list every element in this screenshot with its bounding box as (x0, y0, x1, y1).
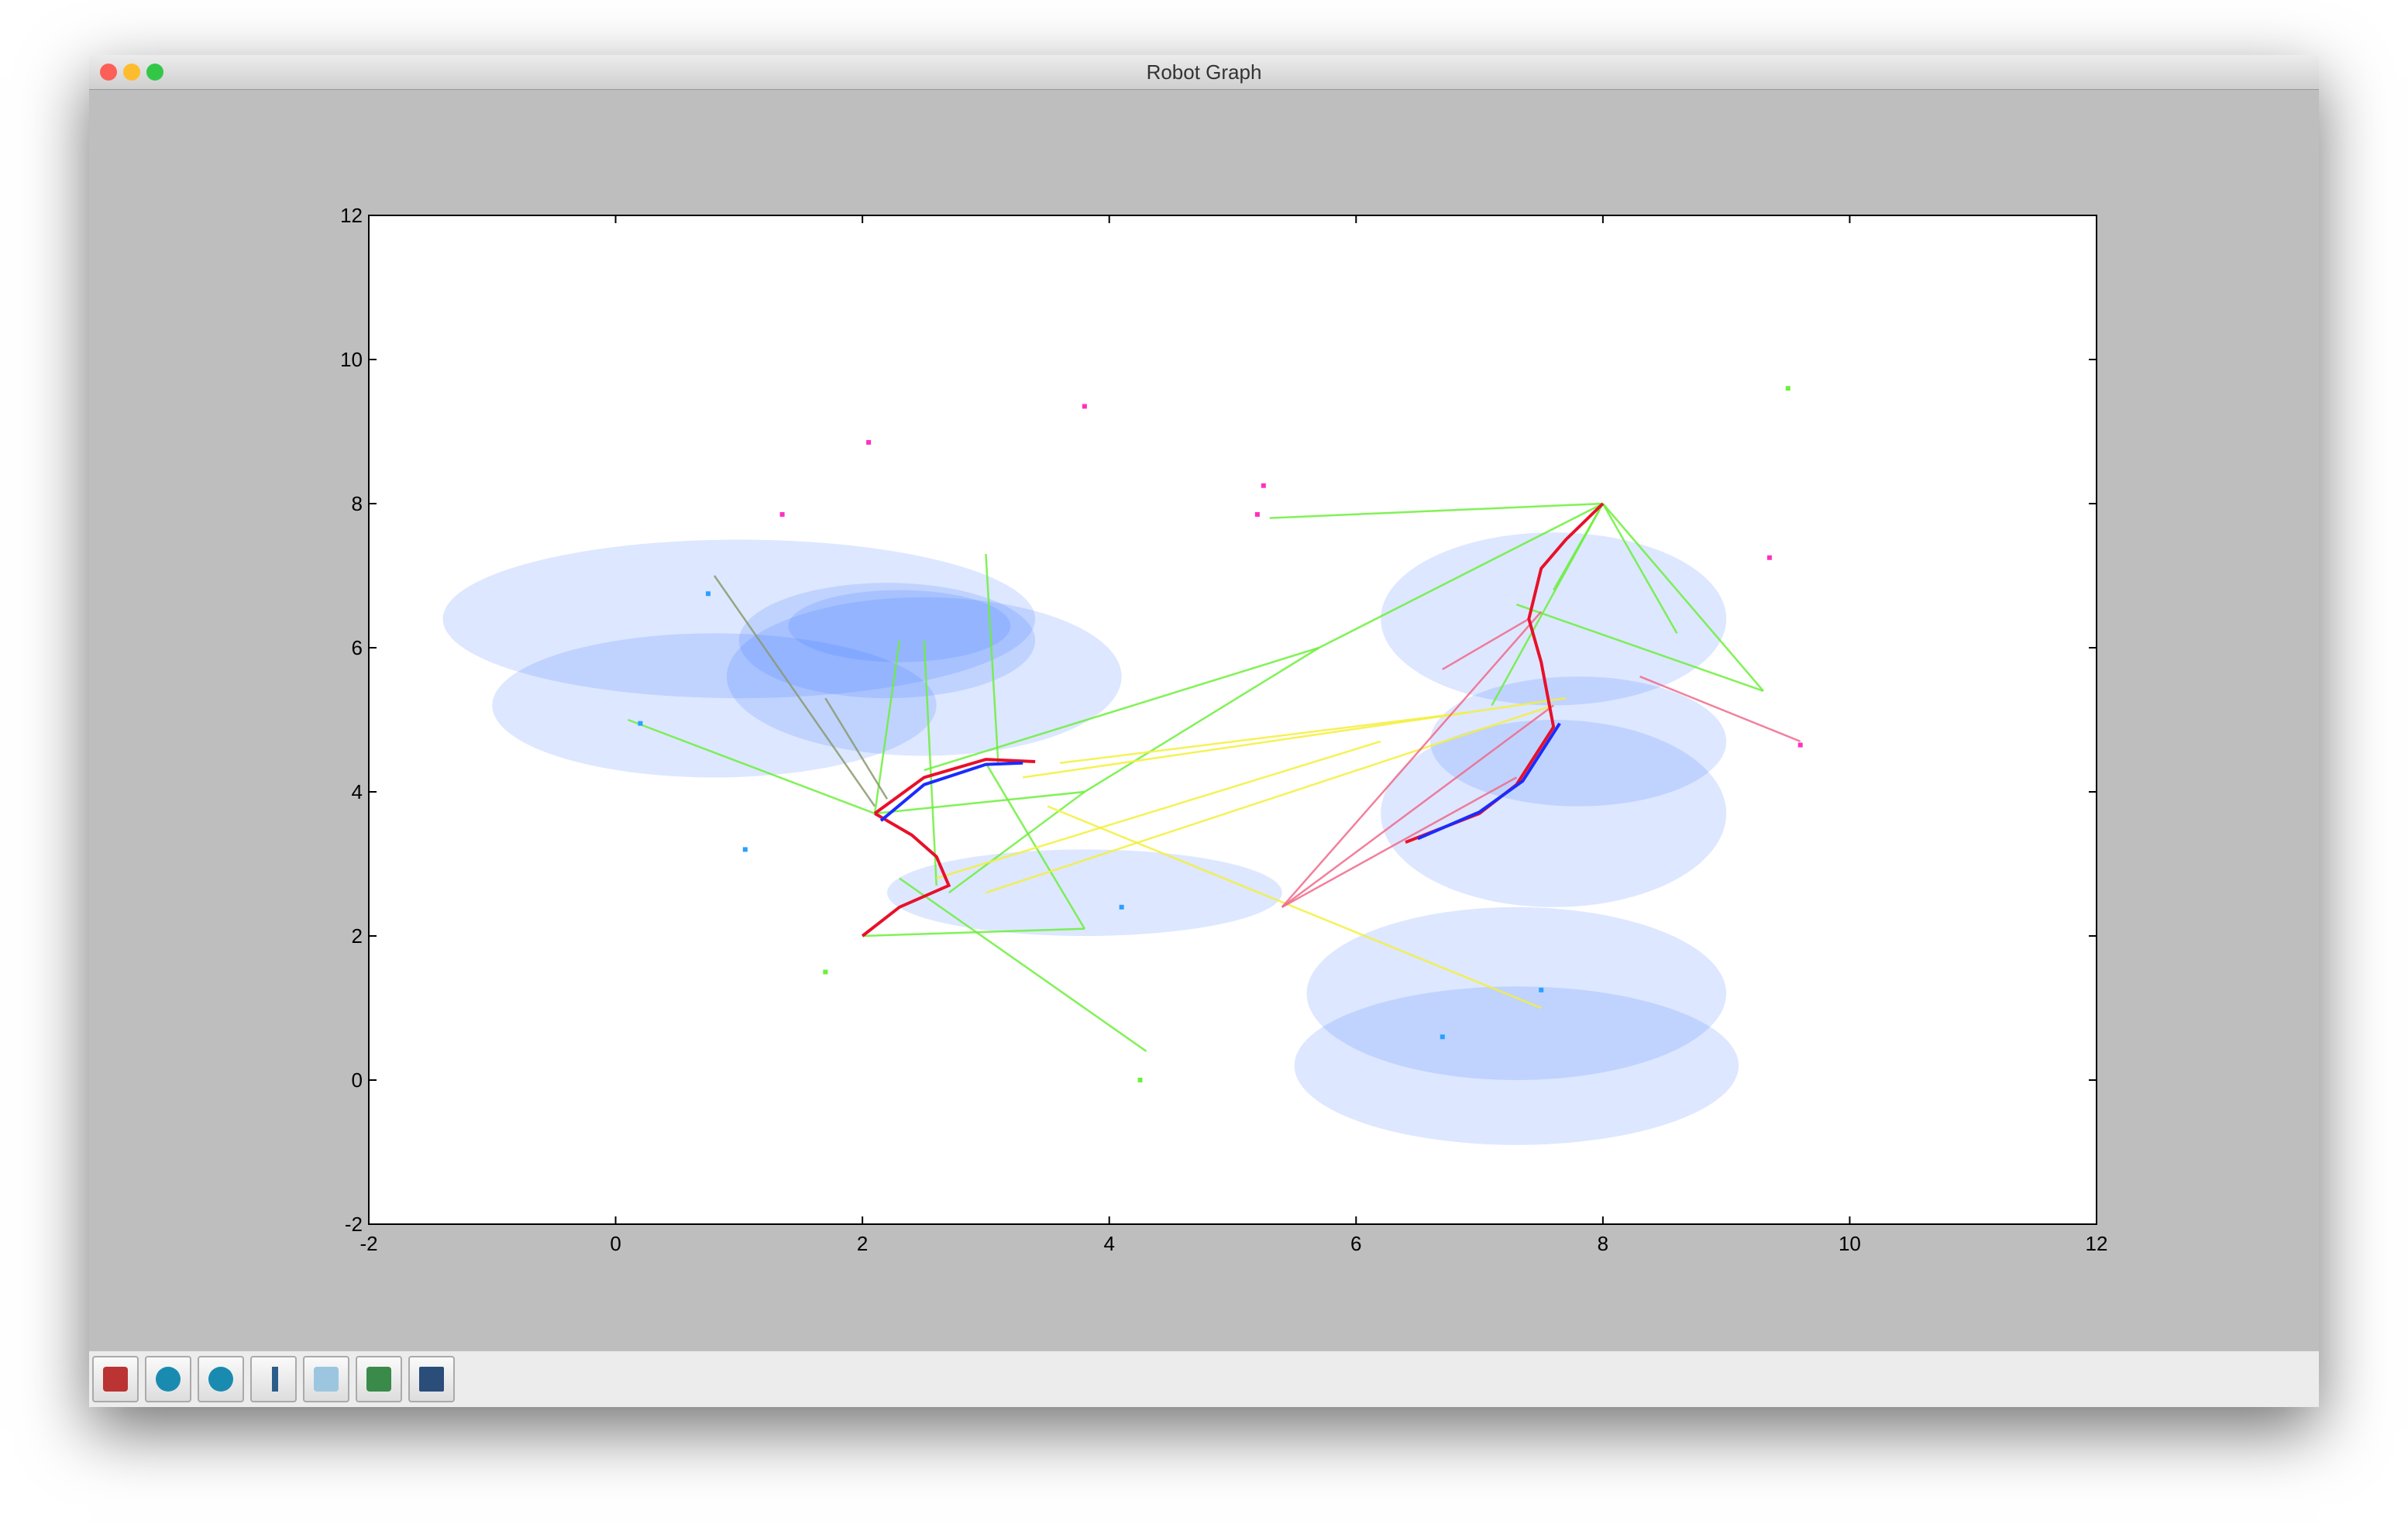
edge (1318, 502, 1604, 649)
landmark (866, 439, 872, 445)
edge (986, 704, 1554, 894)
covariance-ellipse (788, 590, 1011, 662)
x-tick-label: 0 (610, 1232, 621, 1255)
covariance-ellipse (1306, 907, 1727, 1080)
covariance-ellipse (1381, 720, 1727, 907)
back-button[interactable] (145, 1356, 191, 1402)
y-tick-label: 0 (352, 1068, 363, 1092)
forward-button[interactable] (198, 1356, 244, 1402)
edge (985, 554, 999, 763)
covariance-ellipse (726, 597, 1122, 756)
landmark (1137, 1078, 1143, 1082)
landmark (779, 511, 785, 517)
edge (713, 575, 876, 807)
landmark (1261, 483, 1266, 488)
landmark (1539, 987, 1544, 993)
covariance-ellipse (442, 539, 1036, 699)
trajectory (1417, 722, 1561, 841)
edge (899, 877, 1147, 1052)
y-tick-label: 6 (352, 636, 363, 659)
edge (948, 790, 1085, 894)
x-tick-label: 10 (1839, 1232, 1861, 1255)
save-button[interactable] (408, 1356, 455, 1402)
landmark (1440, 1034, 1445, 1040)
y-tick-label: 2 (352, 924, 363, 948)
y-tick-label: 10 (340, 348, 363, 371)
edge (874, 790, 1085, 815)
landmark (638, 721, 643, 726)
covariance-ellipse (492, 633, 937, 778)
x-tick-label: 8 (1598, 1232, 1608, 1255)
x-tick-label: -2 (359, 1232, 377, 1255)
landmark (742, 847, 748, 852)
covariance-ellipse (1294, 986, 1739, 1145)
landmark (823, 969, 828, 975)
pan-button[interactable] (250, 1356, 297, 1402)
covariance-ellipse (887, 849, 1282, 936)
edge (1269, 502, 1603, 519)
y-tick-label: 8 (352, 492, 363, 515)
landmark (1766, 555, 1772, 560)
landmark (1797, 742, 1803, 748)
home-button[interactable] (92, 1356, 139, 1402)
edge (862, 927, 1085, 938)
landmark (1785, 386, 1791, 391)
edge (1601, 503, 1764, 692)
covariance-ellipse (1381, 532, 1727, 706)
axes-background (369, 215, 2097, 1224)
subplots-button[interactable] (356, 1356, 402, 1402)
trajectory (861, 812, 951, 938)
x-tick-label: 4 (1103, 1232, 1114, 1255)
edge (824, 697, 889, 800)
edge (1601, 503, 1678, 635)
edge (1639, 676, 1801, 743)
edge (1281, 704, 1554, 908)
landmark (1254, 511, 1260, 517)
minimize-button[interactable] (123, 64, 140, 81)
close-button[interactable] (100, 64, 117, 81)
edge (1442, 618, 1529, 670)
toolbar (89, 1351, 2319, 1407)
trajectory (873, 758, 1036, 815)
covariance-ellipse (1429, 676, 1727, 807)
edge (1491, 503, 1604, 707)
zoom-rect-button[interactable] (303, 1356, 349, 1402)
edge (1515, 604, 1764, 692)
axes-frame (368, 215, 2097, 1225)
landmark (1119, 904, 1124, 910)
x-tick-label: 6 (1350, 1232, 1361, 1255)
edge (924, 646, 1319, 772)
edge (1023, 697, 1567, 779)
edge (1047, 805, 1542, 1010)
trajectory (879, 761, 1023, 822)
landmark (706, 591, 711, 597)
covariance-ellipse (738, 583, 1036, 699)
edge (985, 762, 1085, 930)
y-tick-label: 12 (340, 204, 363, 227)
zoom-button[interactable] (146, 64, 163, 81)
landmark (1082, 404, 1087, 409)
edge (628, 718, 875, 815)
edge (1281, 776, 1517, 908)
edge (1084, 646, 1320, 793)
title-bar: Robot Graph (89, 55, 2319, 90)
window-title: Robot Graph (1146, 60, 1262, 84)
y-tick-label: -2 (345, 1213, 363, 1236)
edge (936, 740, 1381, 879)
x-tick-label: 12 (2086, 1232, 2108, 1255)
edge (1059, 711, 1467, 765)
x-tick-label: 2 (857, 1232, 868, 1255)
edge (1281, 611, 1543, 908)
edge (923, 640, 937, 886)
y-tick-label: 4 (352, 780, 363, 803)
